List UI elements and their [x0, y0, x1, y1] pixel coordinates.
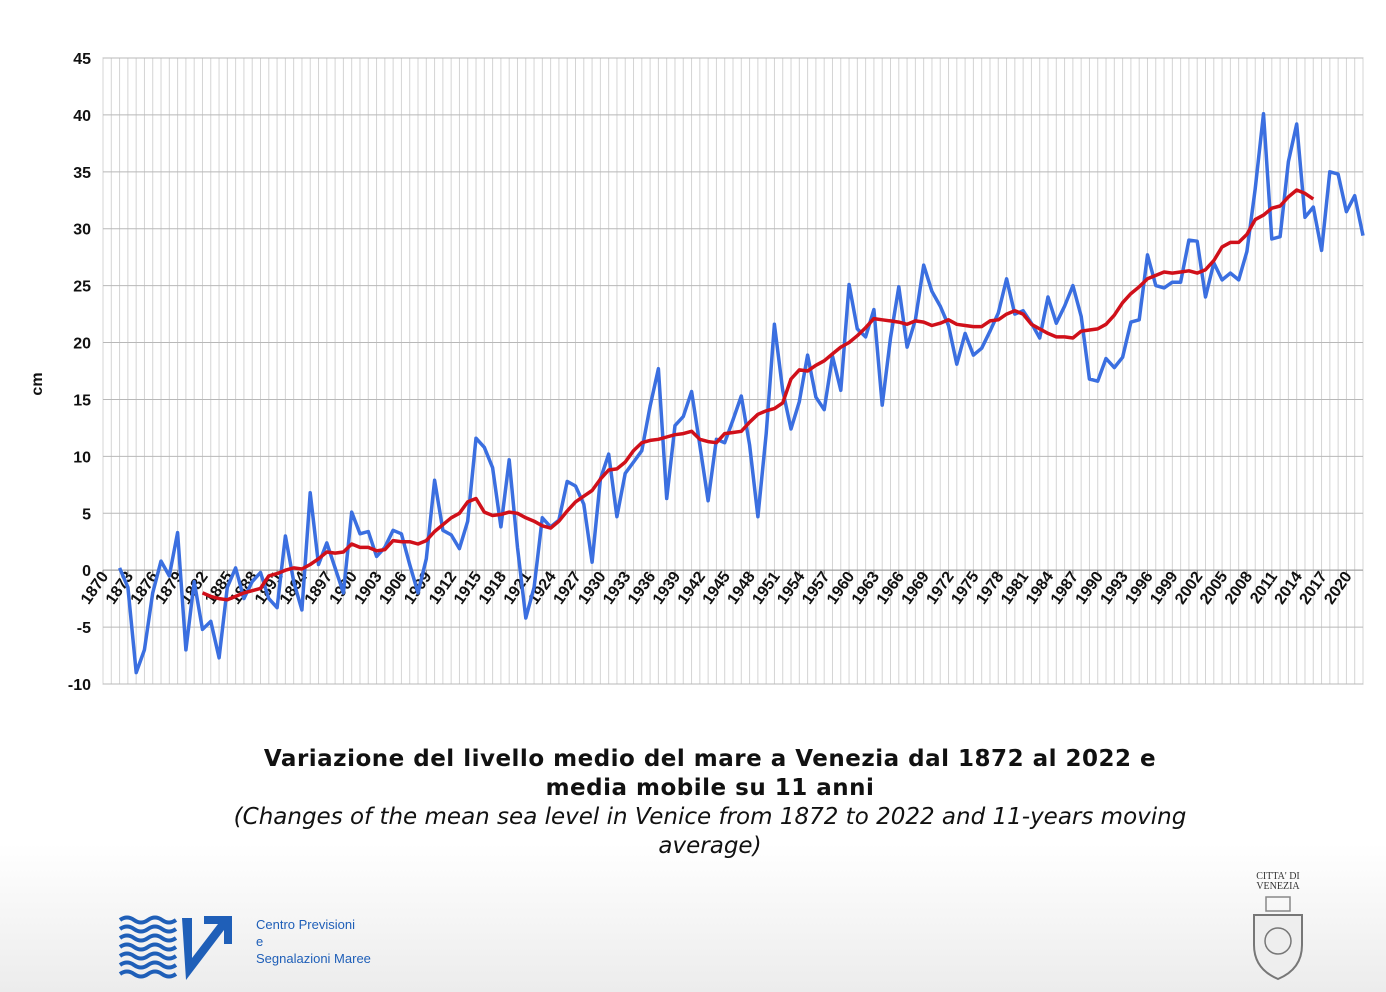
logo-line: Centro Previsioni [256, 917, 355, 932]
y-tick-label: 0 [82, 563, 91, 580]
y-tick-label: 5 [82, 506, 91, 523]
y-tick-label: 25 [73, 279, 91, 296]
y-tick-label: -5 [77, 620, 91, 637]
cpsm-logo [118, 915, 232, 980]
y-axis-label: cm [29, 372, 46, 395]
y-tick-label: 45 [73, 51, 91, 68]
series-line [201, 188, 1315, 602]
y-tick-label: 40 [73, 108, 91, 125]
logo-line: e [256, 934, 264, 949]
y-tick-label: 30 [73, 222, 91, 239]
logo-line: VENEZIA [1256, 881, 1300, 892]
chart-title: Variazione del livello medio del mare a … [263, 746, 1157, 801]
y-tick-label: 35 [73, 165, 91, 182]
logo-line: Segnalazioni Maree [256, 951, 371, 966]
citta-text: CITTA' DI VENEZIA [1240, 872, 1316, 892]
y-tick-label: -10 [68, 677, 91, 694]
logo-line: CITTA' DI [1256, 871, 1300, 882]
series-line [117, 112, 1365, 675]
y-tick-label: 10 [73, 449, 91, 466]
chart-subtitle: (Changes of the mean sea level in Venice… [233, 804, 1187, 859]
venezia-crest [1253, 896, 1303, 981]
y-tick-label: 15 [73, 392, 91, 409]
chart: cm -10-505101520253035404518701873187618… [29, 51, 1365, 694]
cpsm-text: Centro Previsioni e Segnalazioni Maree [256, 916, 371, 967]
y-tick-label: 20 [73, 336, 91, 353]
